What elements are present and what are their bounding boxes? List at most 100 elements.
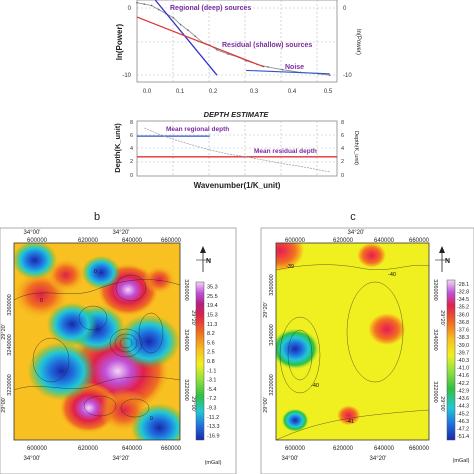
depth-grid [137, 121, 337, 176]
colorbar-label: 19.4 [207, 303, 218, 309]
colorbar-label: -37.6 [457, 328, 469, 334]
colorbar-label: -28.1 [457, 282, 469, 288]
spectrum-grid [137, 0, 337, 82]
spectrum-point [136, 1, 138, 4]
colorbar-label: -5.4 [207, 387, 216, 393]
colorbar-label: -42.9 [457, 389, 469, 395]
x-tick: 660000 [161, 238, 182, 244]
lat-label: 29°20' [263, 302, 269, 318]
colorbar-label: -41.6 [457, 373, 469, 379]
panel-b-xticks-top: 600000 620000 640000 660000 34°00' 34°20… [24, 230, 182, 244]
mean-regional-annotation: Mean regional depth [166, 126, 229, 133]
panel-b-unit: (mGal) [205, 460, 222, 466]
x-tick: 600000 [27, 446, 48, 452]
colorbar-label: -44.3 [457, 404, 469, 410]
colorbar-label: 25.5 [207, 294, 218, 300]
spectrum-point [172, 16, 175, 19]
lon-label: 34°20' [370, 456, 387, 462]
gravity-low [131, 403, 180, 440]
x-tick: 640000 [374, 446, 395, 452]
colorbar-label: -38.3 [457, 335, 469, 341]
y-tick-right-0: 0 [343, 6, 347, 12]
contour-label: 0 [40, 298, 43, 304]
regional-annotation: Regional (deep) sources [170, 5, 251, 12]
spectrum-point [150, 4, 153, 7]
contour-label: 0 [150, 416, 153, 422]
gravity-low [46, 302, 98, 346]
y-tick-right-minus10: -10 [343, 73, 352, 79]
north-label: N [445, 258, 450, 265]
lon-label: 34°00' [24, 456, 41, 462]
y-tick: 3220000 [269, 374, 275, 395]
colorbar-label: -39.7 [457, 350, 469, 356]
contour-label: -41 [346, 419, 354, 425]
gravity-low [276, 328, 319, 370]
lon-label: 34°20' [348, 230, 365, 236]
spectrum-ylabel-right: ln(Power) [355, 29, 361, 55]
colorbar-label: -42.2 [457, 381, 469, 387]
panel-b-map: 0 0 0 600000 620000 640000 660000 34°00'… [0, 227, 237, 474]
panel-c-xticks-bottom: 600000 620000 640000 660000 34°00' 34°20… [282, 446, 430, 462]
panel-c-yticks-right: 3260000 3240000 3220000 29°20' 29°00' [432, 279, 445, 411]
x-tick: 0.4 [288, 89, 297, 95]
y-tick: 3240000 [269, 324, 275, 345]
lat-label: 29°00' [439, 396, 445, 412]
gravity-high [142, 265, 176, 294]
y-tick: 3220000 [183, 379, 189, 400]
colorbar-label: -51.4 [457, 434, 469, 440]
depth-frame [136, 120, 338, 177]
colorbar-label: -36.8 [457, 320, 469, 326]
x-tick: 660000 [161, 446, 182, 452]
y-tick: 3220000 [7, 374, 13, 395]
depth-yticks-left: 8 6 4 2 0 [130, 120, 133, 179]
lat-label: 29°00' [190, 396, 196, 412]
y-tick: 3260000 [183, 279, 189, 300]
y-tick: 4 [130, 146, 133, 152]
gravity-low [14, 243, 58, 280]
gravity-low [27, 341, 96, 401]
colorbar-label: -35.2 [457, 305, 469, 311]
panel-c-xticks-top: 600000 620000 640000 660000 34°20' [285, 230, 430, 244]
colorbar-label: -43.6 [457, 396, 469, 402]
x-tick: 620000 [78, 238, 99, 244]
x-tick: 600000 [285, 238, 306, 244]
x-tick: 660000 [409, 238, 430, 244]
spectrum-xticks: 0.0 0.1 0.2 0.3 0.4 0.5 [143, 89, 333, 95]
colorbar-label: -40.3 [457, 358, 469, 364]
y-tick: 6 [341, 133, 344, 139]
colorbar-label: 11.3 [207, 322, 217, 328]
y-tick: 8 [341, 120, 344, 126]
y-tick: 8 [130, 120, 133, 126]
y-tick: 0 [341, 173, 344, 179]
gravity-high [356, 243, 387, 269]
contour-label: -39 [286, 264, 294, 270]
lat-label: 29°20' [439, 310, 445, 326]
y-tick: 3220000 [432, 381, 438, 402]
spectrum-point [143, 3, 146, 5]
lon-label: 34°20' [113, 456, 130, 462]
mean-residual-annotation: Mean residual depth [254, 148, 317, 155]
x-tick: 0.3 [250, 89, 259, 95]
colorbar-label: -46.3 [457, 419, 469, 425]
panel-b-colorbar [195, 281, 205, 441]
gravity-low [81, 255, 121, 290]
depth-ylabel: Depth(K_unit) [113, 123, 122, 173]
colorbar-label: -16.9 [207, 433, 220, 439]
panel-c-map: -39 -40 -40 -41 600000 620000 640000 660… [260, 227, 474, 474]
spectrum-point [227, 53, 229, 55]
colorbar-label: -36.0 [457, 312, 469, 318]
y-tick: 2 [341, 159, 344, 165]
spectrum-point [179, 23, 182, 26]
x-tick: 0.5 [324, 89, 333, 95]
panel-c-unit: (mGal) [453, 458, 470, 464]
x-tick: 600000 [285, 446, 306, 452]
x-tick: 620000 [78, 446, 99, 452]
colorbar-label: -45.2 [457, 411, 469, 417]
y-tick: 4 [341, 146, 344, 152]
colorbar-label: 2.5 [207, 350, 215, 356]
y-tick: 3260000 [7, 294, 13, 315]
spectrum-point [267, 66, 269, 68]
depth-estimate-line [144, 127, 330, 173]
panel-letter-b: b [94, 211, 100, 223]
gravity-high [276, 243, 306, 272]
